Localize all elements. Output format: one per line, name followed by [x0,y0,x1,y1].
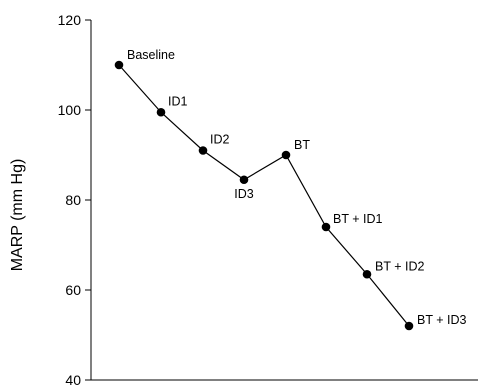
y-tick-label: 100 [58,102,82,118]
y-axis-label: MARP (mm Hg) [9,159,26,272]
data-point-label: BT + ID2 [375,259,424,273]
data-point [114,60,124,70]
data-point-label: ID1 [168,94,188,108]
data-point [404,321,414,331]
series-line [118,64,410,327]
y-tick-label: 120 [58,12,82,28]
y-ticks: 40 60 80 100 120 [58,12,91,387]
data-point-label: ID2 [210,133,230,147]
data-point-label: ID3 [234,187,254,201]
y-tick-label: 40 [65,372,81,387]
data-point-label: BT + ID1 [333,212,382,226]
data-point [239,175,249,185]
data-point [198,146,208,155]
data-point [321,222,331,232]
data-point [281,150,291,160]
data-point-label: Baseline [127,48,175,62]
data-point-label: BT [294,138,310,152]
data-point [156,107,166,117]
data-point-label: BT + ID3 [417,313,466,327]
y-tick-label: 80 [65,192,81,208]
series: Baseline ID1 ID2 ID3 BT BT + ID1 BT + ID2 BT + … [114,48,466,331]
data-point [362,269,372,279]
y-tick-label: 60 [65,282,81,298]
